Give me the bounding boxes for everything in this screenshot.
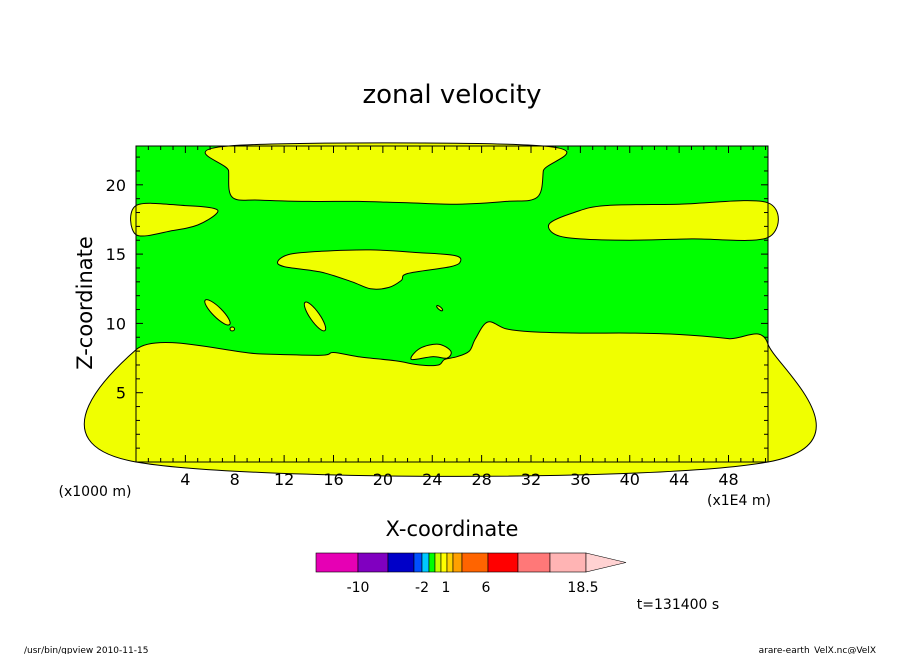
plot-frame [135, 145, 769, 463]
colorbar-segment [413, 552, 423, 573]
x-tick-label: 12 [274, 470, 294, 489]
contour-regions [83, 142, 817, 477]
contour-small-cell-2 [303, 301, 327, 332]
y-tick-label: 15 [106, 245, 126, 264]
x-unit-right-label: (x1E4 m) [707, 493, 771, 509]
x-tick-label: 4 [180, 470, 190, 489]
y-tick-label: 20 [106, 176, 126, 195]
colorbar-segment [440, 552, 448, 573]
y-tick-label: 5 [116, 384, 126, 403]
contour-region-center-lens [276, 249, 462, 290]
colorbar-arrow [585, 552, 627, 573]
time-stamp: t=131400 s [637, 597, 719, 613]
colorbar-tick-label: -10 [347, 580, 370, 596]
colorbar-segment [387, 552, 415, 573]
axis-ticks [136, 146, 768, 462]
x-tick-label: 24 [422, 470, 442, 489]
x-tick-label: 40 [620, 470, 640, 489]
y-axis-label: Z-coordinate [73, 236, 97, 370]
colorbar-segment [517, 552, 551, 573]
x-tick-label: 16 [323, 470, 343, 489]
x-tick-label: 32 [521, 470, 541, 489]
colorbar-segment [434, 552, 442, 573]
x-tick-label: 48 [718, 470, 738, 489]
x-tick-label: 28 [471, 470, 491, 489]
contour-region-lower-band [83, 321, 817, 477]
contour-small-cell-4 [436, 305, 444, 312]
colorbar-segment [315, 552, 359, 573]
x-tick-label: 36 [570, 470, 590, 489]
colorbar-segment [461, 552, 489, 573]
contour-bump [410, 343, 452, 361]
colorbar-tick-labels: -10 -2 1 6 18.5 [347, 580, 599, 596]
colorbar-segment [487, 552, 519, 573]
contour-region-left-tongue [130, 202, 219, 237]
x-unit-left-label: (x1000 m) [59, 484, 132, 500]
colorbar-segment [421, 552, 430, 573]
colorbar-segment [357, 552, 389, 573]
colorbar-segment [428, 552, 436, 573]
colorbar-segment [549, 552, 587, 573]
contour-small-cell-1 [204, 299, 231, 326]
colorbar-segment [452, 552, 463, 573]
plot-area [83, 142, 817, 477]
x-tick-label: 8 [230, 470, 240, 489]
footer-right: arare-earth_VelX.nc@VelX [759, 646, 876, 654]
y-tick-label: 10 [106, 314, 126, 333]
x-tick-labels: 4 8 12 16 20 24 28 32 36 40 44 48 [180, 470, 738, 489]
x-axis-label: X-coordinate [386, 517, 519, 541]
colorbar-segment [446, 552, 454, 573]
footer-left: /usr/bin/gpview 2010-11-15 [24, 646, 148, 654]
contour-small-cell-3 [229, 326, 236, 332]
colorbar-tick-label: 6 [482, 580, 491, 596]
contour-region-right-tongue [547, 200, 779, 241]
colorbar-tick-label: 1 [442, 580, 451, 596]
colorbar [315, 552, 627, 573]
colorbar-tick-label: -2 [415, 580, 429, 596]
colorbar-tick-label: 18.5 [567, 580, 598, 596]
y-tick-labels: 5 10 15 20 [106, 176, 126, 403]
chart-title: zonal velocity [362, 80, 541, 110]
x-tick-label: 44 [669, 470, 689, 489]
x-tick-label: 20 [373, 470, 393, 489]
contour-region-upper-band [204, 142, 568, 205]
